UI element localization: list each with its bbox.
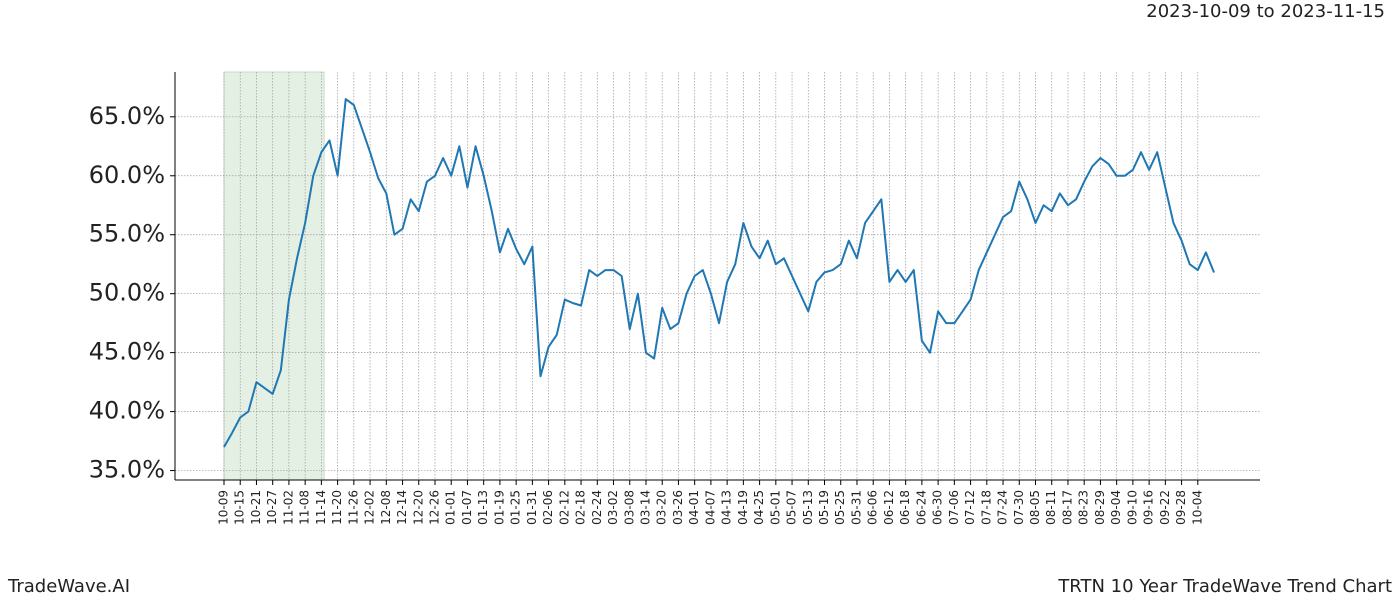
x-tick-label: 10-21 (249, 490, 263, 525)
x-tick-label: 01-07 (460, 490, 474, 525)
highlight-region (223, 71, 325, 481)
y-tick-label: 45.0% (89, 338, 165, 366)
chart-subtitle: 2023-10-09 to 2023-11-15 (1146, 1, 1385, 22)
x-tick-label: 12-08 (379, 490, 393, 525)
x-tick-label: 10-27 (265, 490, 279, 525)
x-tick-label: 09-28 (1174, 490, 1188, 525)
x-tick-label: 08-05 (1028, 490, 1042, 525)
x-tick-label: 06-30 (931, 490, 945, 525)
x-tick-label: 11-26 (346, 490, 360, 525)
x-tick-label: 06-12 (882, 490, 896, 525)
x-tick-label: 05-07 (785, 490, 799, 525)
x-tick-label: 01-13 (476, 490, 490, 525)
x-tick-label: 12-14 (395, 490, 409, 525)
x-tick-label: 12-26 (427, 490, 441, 525)
x-tick-label: 08-29 (1093, 490, 1107, 525)
footer-left: TradeWave.AI (7, 576, 130, 597)
x-tick-label: 02-06 (541, 490, 555, 525)
x-tick-label: 05-19 (817, 490, 831, 525)
y-tick-label: 35.0% (89, 456, 165, 484)
x-tick-label: 12-20 (411, 490, 425, 525)
x-tick-label: 10-09 (217, 490, 231, 525)
x-tick-label: 07-30 (1012, 490, 1026, 525)
x-tick-label: 10-04 (1190, 490, 1204, 525)
x-tick-label: 08-11 (1044, 490, 1058, 525)
x-tick-label: 05-13 (801, 490, 815, 525)
x-tick-label: 11-14 (314, 490, 328, 525)
x-tick-label: 09-16 (1142, 490, 1156, 525)
footer-right: TRTN 10 Year TradeWave Trend Chart (1057, 576, 1392, 597)
x-tick-label: 06-24 (914, 490, 928, 525)
y-tick-label: 65.0% (89, 102, 165, 130)
x-tick-label: 02-12 (557, 490, 571, 525)
x-tick-label: 08-17 (1060, 490, 1074, 525)
x-tick-label: 09-22 (1158, 490, 1172, 525)
line-series (223, 98, 1215, 448)
x-tick-label: 07-06 (947, 490, 961, 525)
x-tick-label: 11-08 (298, 490, 312, 525)
x-tick-label: 04-07 (703, 490, 717, 525)
y-tick-label: 55.0% (89, 220, 165, 248)
x-tick-label: 03-02 (606, 490, 620, 525)
x-tick-label: 07-12 (963, 490, 977, 525)
x-tick-label: 05-01 (768, 490, 782, 525)
x-tick-label: 03-08 (622, 490, 636, 525)
x-tick-label: 05-25 (833, 490, 847, 525)
x-tick-label: 01-19 (492, 490, 506, 525)
x-tick-label: 12-02 (363, 490, 377, 525)
x-tick-label: 10-15 (233, 490, 247, 525)
x-tick-label: 05-31 (849, 490, 863, 525)
x-tick-label: 11-02 (281, 490, 295, 525)
x-tick-label: 07-18 (979, 490, 993, 525)
x-tick-label: 03-14 (638, 490, 652, 525)
x-tick-label: 02-24 (590, 490, 604, 525)
x-tick-label: 04-19 (736, 490, 750, 525)
y-tick-label: 60.0% (89, 161, 165, 189)
x-tick-label: 01-01 (444, 490, 458, 525)
x-tick-label: 07-24 (996, 490, 1010, 525)
y-tick-label: 50.0% (89, 279, 165, 307)
x-tick-label: 09-04 (1109, 490, 1123, 525)
x-tick-label: 08-23 (1077, 490, 1091, 525)
x-tick-label: 04-13 (720, 490, 734, 525)
x-tick-label: 03-20 (655, 490, 669, 525)
x-tick-label: 09-10 (1125, 490, 1139, 525)
x-tick-label: 03-26 (671, 490, 685, 525)
y-tick-label: 40.0% (89, 397, 165, 425)
x-tick-label: 01-25 (509, 490, 523, 525)
x-tick-label: 04-01 (687, 490, 701, 525)
x-tick-label: 06-18 (898, 490, 912, 525)
x-tick-label: 06-06 (866, 490, 880, 525)
x-tick-label: 04-25 (752, 490, 766, 525)
x-tick-label: 01-31 (525, 490, 539, 525)
x-tick-label: 11-20 (330, 490, 344, 525)
x-tick-label: 02-18 (574, 490, 588, 525)
